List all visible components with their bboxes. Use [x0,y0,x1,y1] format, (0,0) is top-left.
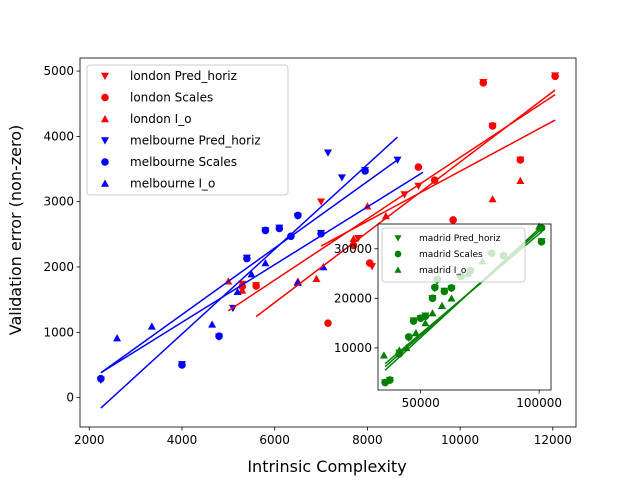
inset-legend-box [381,227,526,283]
inset-point-s2-0 [379,351,388,359]
inset-point-s1-7 [428,294,437,303]
main-legend-label-0: london Pred_horiz [130,69,237,83]
main-legend-label-3: melbourne Pred_horiz [130,134,261,148]
main-fit-line-1 [255,89,556,318]
main-data-marks [96,72,560,409]
main-point-s0-6 [414,182,423,191]
main-legend-label-2: london I_o [130,112,192,126]
inset-point-s1-4 [409,317,418,325]
main-point-s2-9 [516,176,525,184]
main-point-s0-2 [317,198,326,206]
main-point-s3-9 [324,149,332,157]
inset-legend-marker-1 [394,250,402,258]
main-point-s4-4 [261,226,270,235]
inset-point-s1-8 [431,283,439,292]
main-fit-line-5 [100,171,424,374]
main-legend-label-5: melbourne I_o [130,177,215,191]
main-point-s2-3 [312,274,321,282]
inset-y-tick-label-1: 20000 [334,291,372,305]
main-point-s4-8 [317,229,325,238]
main-point-s2-8 [488,195,497,203]
main-x-tick-label-4: 10000 [441,433,479,447]
main-point-s5-5 [261,259,270,267]
main-axes-frame [79,57,577,428]
main-point-s4-1 [178,361,186,369]
main-point-s1-8 [479,79,488,87]
main-y-tick-label-3: 3000 [43,195,74,209]
main-x-tick-label-3: 8000 [352,433,383,447]
main-point-s1-10 [516,156,525,164]
main-legend-label-4: melbourne Scales [130,155,237,169]
y-axis-label: Validation error (non-zero) [6,125,25,336]
inset-point-s1-6 [421,312,430,320]
main-legend-marker-2 [101,115,109,123]
inset-point-s2-6 [437,301,446,309]
inset-point-s2-3 [411,329,420,337]
inset-point-s1-10 [440,287,449,296]
main-legend-marker-1 [101,93,109,102]
inset-point-s1-1 [386,376,394,384]
inset-point-s2-10 [535,222,544,230]
main-point-s1-1 [252,282,260,290]
main-point-s2-1 [238,286,247,294]
main-point-s5-4 [247,270,256,278]
inset-x-tick-label-1: 100000 [516,396,562,410]
main-legend-marker-3 [101,137,109,145]
main-legend-marker-5 [101,179,109,187]
inset-legend-label-0: madrid Pred_horiz [419,234,501,244]
main-point-s1-2 [324,319,332,327]
inset-legend-marker-0 [394,235,402,242]
main-point-s4-5 [275,224,284,233]
inset-point-s2-7 [447,294,456,302]
main-y-tick-label-4: 4000 [43,129,74,143]
main-point-s5-0 [113,334,122,342]
main-x-tick-label-5: 12000 [534,433,572,447]
main-point-s1-7 [449,216,457,224]
main-point-s4-0 [97,374,105,383]
inset-point-s1-11 [447,284,456,292]
main-legend-box [86,64,289,196]
inset-point-s2-4 [421,319,430,327]
main-point-s4-2 [215,332,223,341]
inset-y-tick-label-0: 10000 [334,341,372,355]
inset-legend-label-1: madrid Scales [419,250,483,260]
x-axis-label: Intrinsic Complexity [247,457,406,476]
main-fit-line-2 [320,119,556,247]
main-point-s3-10 [337,174,346,182]
main-point-s2-4 [349,234,358,243]
inset-y-tick-label-2: 30000 [334,242,372,256]
main-point-s1-5 [414,163,423,171]
inset-legend-marker-2 [394,266,402,273]
inset-legend-label-2: madrid I_o [419,266,467,276]
main-y-tick-label-1: 1000 [43,325,74,339]
main-fit-line-4 [100,159,398,374]
inset-point-s1-3 [405,333,413,341]
main-y-tick-label-0: 0 [66,391,74,405]
main-x-tick-label-1: 4000 [167,433,198,447]
inset-point-s1-17 [537,238,546,246]
main-point-s1-4 [365,259,374,267]
main-y-tick-label-2: 2000 [43,260,74,274]
main-point-s1-11 [551,72,559,81]
main-legend-marker-4 [101,158,109,166]
inset-point-s2-5 [428,309,437,317]
main-point-s4-3 [243,254,251,263]
main-legend-marker-0 [101,72,109,80]
main-legend-label-1: london Scales [130,91,213,105]
main-x-tick-label-0: 2000 [74,433,105,447]
main-point-s4-7 [294,211,302,220]
main-point-s1-9 [488,122,497,130]
main-point-s5-1 [147,322,156,330]
main-x-tick-label-2: 6000 [259,433,290,447]
main-point-s5-3 [233,287,242,296]
main-fit-line-3 [100,136,399,409]
inset-axes-frame [377,223,552,391]
main-point-s5-2 [208,320,217,328]
inset-x-tick-label-0: 50000 [402,396,440,410]
main-y-tick-label-5: 5000 [43,64,74,78]
